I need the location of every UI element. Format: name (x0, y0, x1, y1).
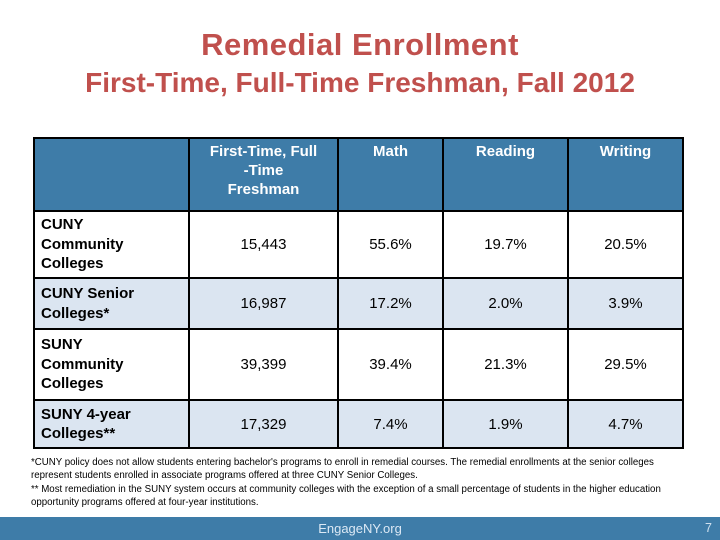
writing-value: 20.5% (567, 210, 684, 279)
table-row: SUNY Community Colleges 39,399 39.4% 21.… (33, 328, 684, 401)
footer-bar: EngageNY.org 7 (0, 517, 720, 540)
table-header-row: First-Time, Full -Time Freshman Math Rea… (33, 137, 684, 212)
table-row: CUNY Senior Colleges* 16,987 17.2% 2.0% … (33, 277, 684, 330)
table-row: SUNY 4-year Colleges** 17,329 7.4% 1.9% … (33, 399, 684, 449)
reading-value: 21.3% (442, 328, 569, 401)
reading-value: 19.7% (442, 210, 569, 279)
writing-value: 3.9% (567, 277, 684, 330)
enrollment-value: 16,987 (188, 277, 339, 330)
math-value: 39.4% (337, 328, 444, 401)
enrollment-value: 39,399 (188, 328, 339, 401)
footer-site-link[interactable]: EngageNY.org (318, 521, 402, 536)
header-cell-writing: Writing (567, 137, 684, 212)
row-label: SUNY Community Colleges (33, 328, 190, 401)
enrollment-value: 17,329 (188, 399, 339, 449)
writing-value: 4.7% (567, 399, 684, 449)
header-cell-freshman: First-Time, Full -Time Freshman (188, 137, 339, 212)
footnote-suny: ** Most remediation in the SUNY system o… (31, 483, 661, 509)
footnote-cuny: *CUNY policy does not allow students ent… (31, 457, 654, 482)
page-number: 7 (705, 521, 712, 535)
header-cell-math: Math (337, 137, 444, 212)
row-label: SUNY 4-year Colleges** (33, 399, 190, 449)
reading-value: 1.9% (442, 399, 569, 449)
header-cell-reading: Reading (442, 137, 569, 212)
math-value: 17.2% (337, 277, 444, 330)
math-value: 7.4% (337, 399, 444, 449)
header-cell-blank (33, 137, 190, 212)
page-title: Remedial Enrollment (201, 27, 519, 62)
page-subtitle: First-Time, Full-Time Freshman, Fall 201… (85, 67, 635, 98)
math-value: 55.6% (337, 210, 444, 279)
table-row: CUNY Community Colleges 15,443 55.6% 19.… (33, 210, 684, 279)
enrollment-value: 15,443 (188, 210, 339, 279)
reading-value: 2.0% (442, 277, 569, 330)
row-label: CUNY Community Colleges (33, 210, 190, 279)
remedial-enrollment-table: First-Time, Full -Time Freshman Math Rea… (33, 137, 684, 449)
footnotes: *CUNY policy does not allow students ent… (31, 456, 689, 510)
row-label: CUNY Senior Colleges* (33, 277, 190, 330)
writing-value: 29.5% (567, 328, 684, 401)
